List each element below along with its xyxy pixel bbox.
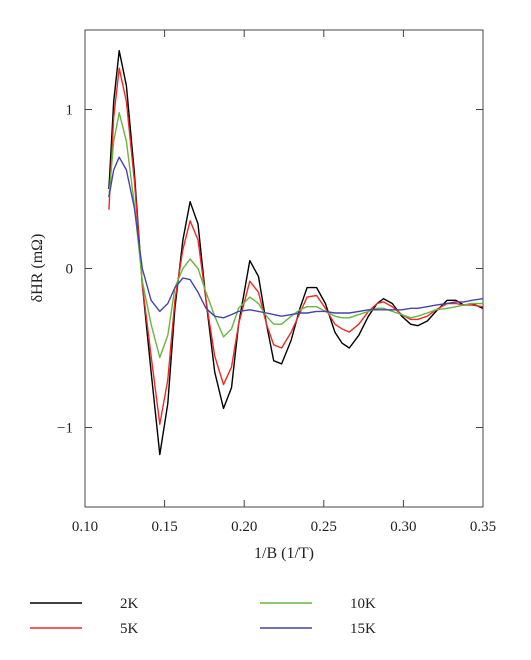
legend-label-10k: 10K <box>350 596 376 612</box>
y-tick-label: 0 <box>66 262 74 278</box>
series-line-2k <box>108 50 484 456</box>
series-line-10k <box>108 111 483 359</box>
x-tick-label: 0.15 <box>151 519 177 535</box>
series-layer <box>108 50 484 456</box>
series-line-5k <box>108 67 484 425</box>
x-tick-label: 0.35 <box>470 519 496 535</box>
y-axis-title: δHR (mΩ) <box>29 234 46 303</box>
y-tick-label: −1 <box>57 421 73 437</box>
axis-layer: 0.10 0.15 0.20 0.25 0.30 0.35 −1 0 1 <box>57 30 496 535</box>
x-tick-label: 0.20 <box>231 519 257 535</box>
legend: 2K 5K 10K 15K <box>30 596 376 637</box>
y-tick-label: 1 <box>66 103 74 119</box>
legend-label-5k: 5K <box>120 621 139 637</box>
series-line-15k <box>108 156 484 319</box>
plot-area <box>84 29 484 508</box>
x-tick-label: 0.25 <box>311 519 337 535</box>
legend-label-2k: 2K <box>120 596 139 612</box>
x-tick-label: 0.10 <box>72 519 98 535</box>
legend-label-15k: 15K <box>350 621 376 637</box>
x-tick-label: 0.30 <box>390 519 416 535</box>
x-axis-title: 1/B (1/T) <box>254 545 314 562</box>
